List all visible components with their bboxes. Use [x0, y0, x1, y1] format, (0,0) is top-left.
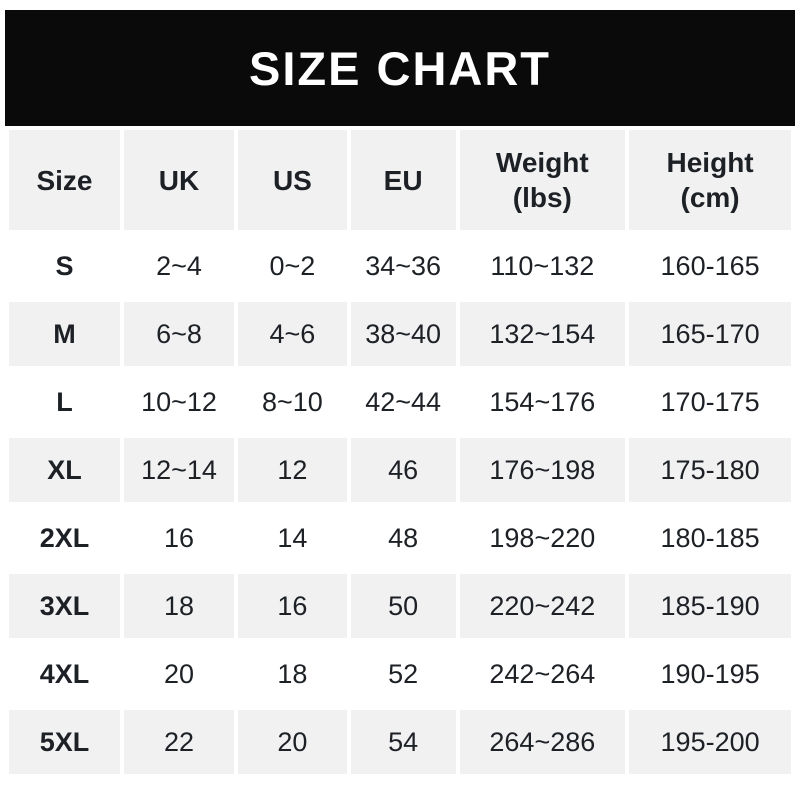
column-label: US — [272, 164, 312, 196]
cell-height: 195-200 — [629, 710, 791, 774]
cell-height: 160-165 — [629, 234, 791, 298]
cell-size: 5XL — [9, 710, 120, 774]
column-header-height: Height (cm) — [629, 130, 791, 230]
cell-us: 0~2 — [238, 234, 347, 298]
column-header-us: US — [238, 130, 347, 230]
column-sublabel: (cm) — [680, 182, 740, 213]
cell-weight: 198~220 — [459, 506, 626, 570]
cell-height: 165-170 — [629, 302, 791, 366]
cell-uk: 6~8 — [123, 302, 235, 366]
size-table: Size UK US EU Weight (lbs) — [5, 126, 795, 778]
table-row-3xl: 3XL 18 16 50 220~242 185-190 — [9, 574, 791, 638]
table-row-2xl: 2XL 16 14 48 198~220 180-185 — [9, 506, 791, 570]
column-header-uk: UK — [123, 130, 235, 230]
table-row-l: L 10~12 8~10 42~44 154~176 170-175 — [9, 370, 791, 434]
cell-size: 4XL — [9, 642, 120, 706]
table-row-s: S 2~4 0~2 34~36 110~132 160-165 — [9, 234, 791, 298]
cell-weight: 154~176 — [459, 370, 626, 434]
cell-uk: 22 — [123, 710, 235, 774]
cell-eu: 52 — [350, 642, 456, 706]
cell-size: M — [9, 302, 120, 366]
table-row-m: M 6~8 4~6 38~40 132~154 165-170 — [9, 302, 791, 366]
cell-uk: 20 — [123, 642, 235, 706]
cell-eu: 38~40 — [350, 302, 456, 366]
column-label: EU — [383, 164, 423, 196]
cell-height: 180-185 — [629, 506, 791, 570]
cell-size: XL — [9, 438, 120, 502]
cell-us: 18 — [238, 642, 347, 706]
column-header-eu: EU — [350, 130, 456, 230]
cell-uk: 16 — [123, 506, 235, 570]
cell-height: 175-180 — [629, 438, 791, 502]
page-title: SIZE CHART — [249, 41, 551, 95]
cell-size: S — [9, 234, 120, 298]
cell-height: 170-175 — [629, 370, 791, 434]
column-label: Size — [36, 164, 93, 196]
table-row-5xl: 5XL 22 20 54 264~286 195-200 — [9, 710, 791, 774]
cell-uk: 2~4 — [123, 234, 235, 298]
cell-weight: 264~286 — [459, 710, 626, 774]
cell-us: 8~10 — [238, 370, 347, 434]
cell-us: 14 — [238, 506, 347, 570]
cell-height: 190-195 — [629, 642, 791, 706]
column-label: Weight — [495, 147, 589, 178]
cell-eu: 42~44 — [350, 370, 456, 434]
cell-us: 4~6 — [238, 302, 347, 366]
cell-us: 20 — [238, 710, 347, 774]
cell-us: 16 — [238, 574, 347, 638]
cell-weight: 176~198 — [459, 438, 626, 502]
cell-eu: 34~36 — [350, 234, 456, 298]
column-header-weight: Weight (lbs) — [459, 130, 626, 230]
cell-uk: 18 — [123, 574, 235, 638]
cell-size: 2XL — [9, 506, 120, 570]
cell-eu: 50 — [350, 574, 456, 638]
column-header-size: Size — [9, 130, 120, 230]
cell-size: 3XL — [9, 574, 120, 638]
table-row-4xl: 4XL 20 18 52 242~264 190-195 — [9, 642, 791, 706]
cell-size: L — [9, 370, 120, 434]
title-banner: SIZE CHART — [5, 10, 795, 126]
cell-us: 12 — [238, 438, 347, 502]
cell-eu: 54 — [350, 710, 456, 774]
cell-weight: 132~154 — [459, 302, 626, 366]
cell-height: 185-190 — [629, 574, 791, 638]
cell-uk: 12~14 — [123, 438, 235, 502]
cell-weight: 220~242 — [459, 574, 626, 638]
cell-weight: 110~132 — [459, 234, 626, 298]
header-row: Size UK US EU Weight (lbs) — [9, 130, 791, 230]
column-sublabel: (lbs) — [512, 182, 572, 213]
column-label: UK — [158, 164, 200, 196]
column-label: Height — [666, 147, 754, 178]
table-row-xl: XL 12~14 12 46 176~198 175-180 — [9, 438, 791, 502]
cell-eu: 48 — [350, 506, 456, 570]
cell-uk: 10~12 — [123, 370, 235, 434]
cell-eu: 46 — [350, 438, 456, 502]
cell-weight: 242~264 — [459, 642, 626, 706]
